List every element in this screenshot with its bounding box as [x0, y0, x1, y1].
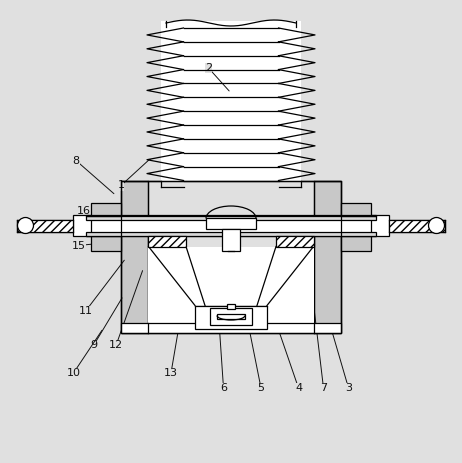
Bar	[276, 236, 314, 246]
Bar	[121, 323, 341, 333]
Bar	[371, 215, 389, 236]
Text: 14: 14	[72, 225, 85, 236]
Circle shape	[18, 218, 34, 233]
Bar	[217, 314, 245, 319]
Text: 12: 12	[109, 340, 123, 350]
Bar	[206, 218, 256, 229]
Bar	[86, 232, 376, 236]
Bar	[73, 215, 91, 236]
Bar	[121, 181, 341, 333]
Bar	[341, 215, 371, 236]
Text: 16: 16	[77, 206, 91, 215]
Text: 13: 13	[164, 368, 178, 378]
Bar	[91, 236, 121, 250]
Bar	[86, 215, 376, 219]
Bar	[195, 306, 267, 329]
Text: 5: 5	[257, 383, 265, 393]
Bar	[227, 304, 235, 308]
Bar	[341, 203, 371, 215]
Text: 10: 10	[67, 368, 80, 378]
Bar	[121, 181, 148, 333]
Bar	[314, 181, 341, 333]
Bar	[389, 219, 445, 232]
Bar	[161, 20, 301, 181]
Bar	[341, 236, 371, 250]
Text: 1: 1	[117, 181, 124, 190]
Bar	[86, 215, 376, 236]
Bar	[148, 236, 186, 246]
Text: 8: 8	[73, 156, 79, 165]
Text: 11: 11	[79, 306, 93, 315]
Bar	[121, 181, 341, 333]
Text: 2: 2	[205, 63, 212, 73]
Text: 6: 6	[220, 383, 227, 393]
Text: 9: 9	[90, 340, 97, 350]
Bar	[222, 229, 240, 251]
Bar	[17, 219, 73, 232]
Bar	[210, 308, 252, 325]
Bar	[148, 246, 314, 333]
Text: 4: 4	[295, 383, 302, 393]
Text: 15: 15	[72, 240, 85, 250]
Bar	[91, 203, 121, 215]
Circle shape	[428, 218, 444, 233]
Bar	[91, 215, 121, 236]
Text: 3: 3	[345, 383, 352, 393]
Text: 7: 7	[320, 383, 327, 393]
